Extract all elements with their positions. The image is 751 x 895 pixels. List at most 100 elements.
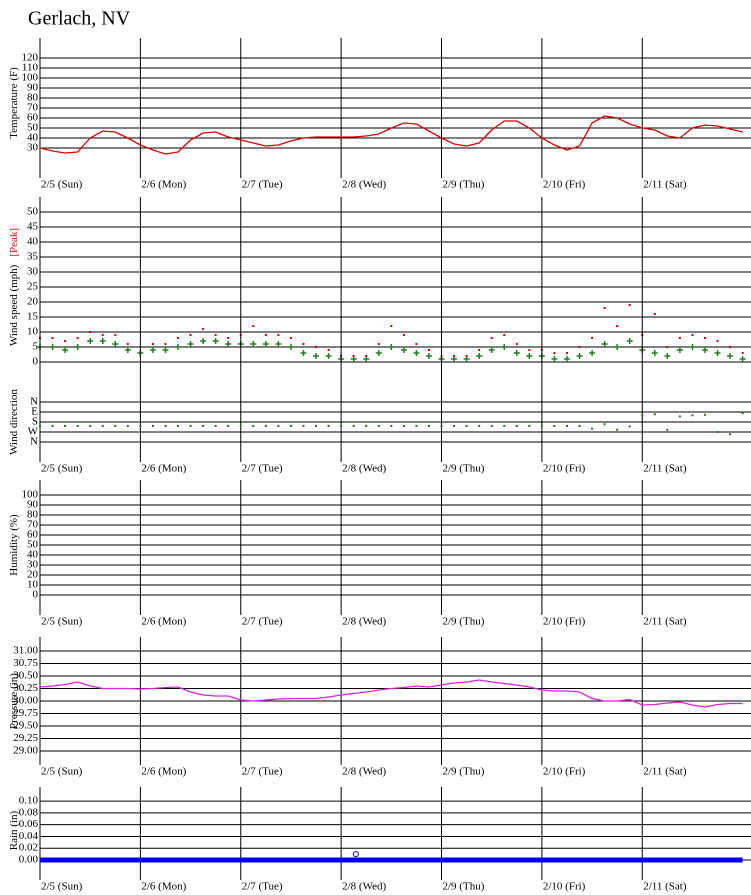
dot-marker [427, 349, 430, 351]
dot-marker [616, 428, 619, 431]
x-tick-label: 2/7 (Tue) [242, 766, 283, 778]
dot-marker [177, 337, 180, 339]
x-tick-label: 2/9 (Thu) [443, 463, 485, 475]
dot-marker [39, 425, 41, 427]
y-tick-label: 70 [27, 102, 39, 114]
dot-marker [503, 334, 506, 336]
x-tick-label: 2/7 (Tue) [242, 463, 283, 475]
dot-marker [691, 414, 694, 417]
dot-marker [565, 425, 568, 427]
y-tick-label: N [30, 396, 38, 408]
y-tick-label: 35 [27, 251, 39, 263]
y-tick-label: 90 [27, 499, 39, 511]
x-tick-label: 2/8 (Wed) [342, 463, 386, 475]
wind-marker [676, 347, 683, 353]
y-tick-label: 45 [27, 221, 39, 233]
wind-marker [162, 347, 169, 353]
x-tick-label: 2/11 (Sat) [643, 766, 687, 778]
dot-marker [315, 425, 318, 427]
dot-marker [528, 425, 531, 427]
y-tick-label: 90 [27, 82, 39, 94]
y-tick-label: 25 [27, 281, 39, 293]
dot-marker [377, 425, 380, 427]
wind-marker [701, 347, 708, 353]
dot-marker [427, 425, 430, 427]
y-axis-title: Rain (in) [8, 811, 20, 851]
x-tick-label: 2/8 (Wed) [342, 881, 386, 893]
y-tick-label: 30.75 [13, 657, 38, 669]
wind-marker [124, 347, 131, 353]
y-tick-label: 30.50 [13, 670, 38, 682]
dot-marker [628, 304, 631, 306]
y-tick-label: N [30, 436, 38, 448]
x-tick-label: 2/5 (Sun) [41, 616, 83, 628]
dot-marker [540, 425, 543, 427]
dot-marker [214, 334, 217, 336]
dot-marker [603, 307, 606, 309]
y-axis-title: Wind direction [8, 389, 20, 455]
dot-marker [515, 425, 518, 427]
dot-marker [666, 346, 669, 348]
wind-marker [513, 350, 520, 356]
wind-marker [62, 347, 69, 353]
wind-marker [87, 338, 94, 344]
wind-marker [300, 350, 307, 356]
dot-marker [490, 337, 493, 339]
dot-marker [76, 337, 79, 339]
wind-marker [175, 344, 182, 350]
y-tick-label: 0 [33, 589, 39, 601]
dot-marker [151, 425, 154, 427]
y-tick-label: 70 [27, 519, 39, 531]
wind-marker [287, 344, 294, 350]
dot-marker [591, 337, 594, 339]
y-axis-title: Pressure (in) [8, 673, 20, 729]
y-tick-label: 29.00 [13, 745, 38, 757]
x-tick-label: 2/7 (Tue) [242, 881, 283, 893]
wind-marker [313, 353, 320, 359]
wind-marker [589, 350, 596, 356]
x-tick-label: 2/10 (Fri) [543, 766, 586, 778]
y-tick-label: 120 [22, 52, 39, 64]
dot-marker [678, 337, 681, 339]
legend-label: [Peak] [8, 228, 20, 257]
x-tick-label: 2/6 (Mon) [141, 881, 186, 893]
y-tick-label: 100 [22, 72, 39, 84]
dot-marker [352, 425, 355, 427]
y-tick-label: 0 [33, 356, 39, 368]
dot-marker [239, 425, 242, 427]
x-tick-label: 2/11 (Sat) [643, 616, 687, 628]
x-tick-label: 2/9 (Thu) [443, 881, 485, 893]
dot-marker [553, 425, 556, 427]
y-axis-title: Temperature (F) [8, 67, 20, 139]
dot-marker [51, 425, 54, 427]
dot-marker [741, 412, 744, 415]
wind-marker [714, 350, 721, 356]
dot-marker [352, 355, 355, 357]
x-tick-label: 2/6 (Mon) [141, 616, 186, 628]
dot-marker [264, 425, 267, 427]
dot-marker [603, 423, 606, 426]
y-tick-label: 31.00 [13, 645, 38, 657]
dot-marker [616, 325, 619, 327]
y-tick-label: 0.08 [19, 806, 39, 818]
dot-marker [641, 414, 644, 417]
dot-marker [678, 415, 681, 418]
dot-marker [101, 425, 104, 427]
dot-marker [214, 425, 217, 427]
dot-marker [591, 427, 594, 430]
dot-marker [729, 346, 732, 348]
dot-marker [515, 343, 518, 345]
dot-marker [440, 425, 443, 427]
dot-marker [729, 433, 732, 436]
dot-marker [277, 334, 280, 336]
y-axis-label: Rain (in) [8, 811, 20, 851]
y-tick-label: 30 [27, 142, 39, 154]
wind-marker [576, 353, 583, 359]
dot-marker [490, 425, 493, 427]
y-axis-label: Wind direction [8, 389, 20, 455]
y-tick-label: 0.10 [19, 795, 39, 807]
dot-marker [327, 349, 330, 351]
x-tick-label: 2/11 (Sat) [643, 463, 687, 475]
wind-marker [476, 353, 483, 359]
